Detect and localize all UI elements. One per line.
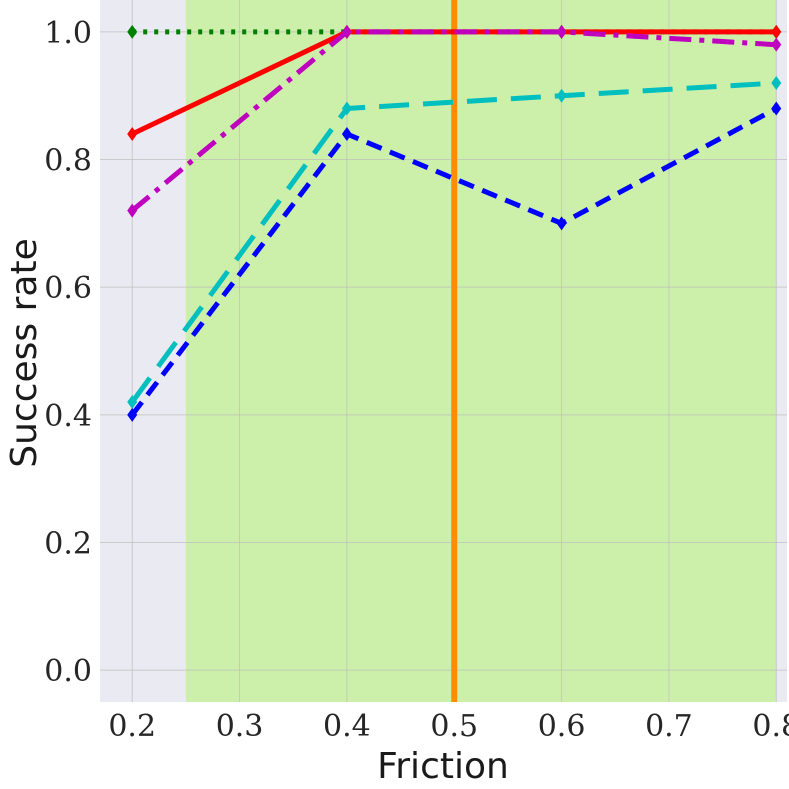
series-3-marker <box>556 24 567 39</box>
series-5-marker <box>771 101 782 116</box>
series-4-marker <box>341 101 352 116</box>
series-3-marker <box>771 37 782 52</box>
series-line-2 <box>131 29 777 137</box>
shaded-region <box>185 0 777 702</box>
plot-area <box>100 0 787 702</box>
y-tick-label: 0.8 <box>44 144 92 179</box>
x-axis-label: Friction <box>377 746 509 787</box>
series-3-marker <box>341 24 352 39</box>
x-tick-label: 0.7 <box>645 709 693 744</box>
series-4-marker <box>556 88 567 103</box>
y-axis-label: Success rate <box>4 238 45 467</box>
series-5-marker <box>556 216 567 231</box>
y-tick-label: 0.2 <box>44 526 92 561</box>
series-4-marker <box>127 395 138 410</box>
x-tick-label: 0.5 <box>430 709 478 744</box>
x-tick-label: 0.3 <box>216 709 264 744</box>
series-5-marker <box>127 407 138 422</box>
series-line-3 <box>130 29 777 213</box>
series-1-marker <box>127 24 138 39</box>
y-tick-label: 0.6 <box>44 271 92 306</box>
series-2-marker <box>127 127 138 142</box>
tick-labels: 0.2 0.3 0.4 0.5 0.6 0.7 0.8 0.0 0.2 0.4 0.6 0.8 1.0 <box>44 16 789 744</box>
series-line-4 <box>130 80 777 404</box>
series-4-marker <box>771 75 782 90</box>
series-line-5 <box>130 106 778 417</box>
series-2-marker <box>771 24 782 39</box>
x-tick-label: 0.8 <box>752 709 789 744</box>
y-tick-label: 0.4 <box>44 399 92 434</box>
series-5-marker <box>341 127 352 142</box>
x-tick-label: 0.4 <box>323 709 371 744</box>
x-tick-label: 0.2 <box>108 709 156 744</box>
y-tick-label: 1.0 <box>44 16 92 51</box>
y-tick-label: 0.0 <box>44 654 92 689</box>
x-tick-label: 0.6 <box>538 709 586 744</box>
series-3-marker <box>127 203 138 218</box>
